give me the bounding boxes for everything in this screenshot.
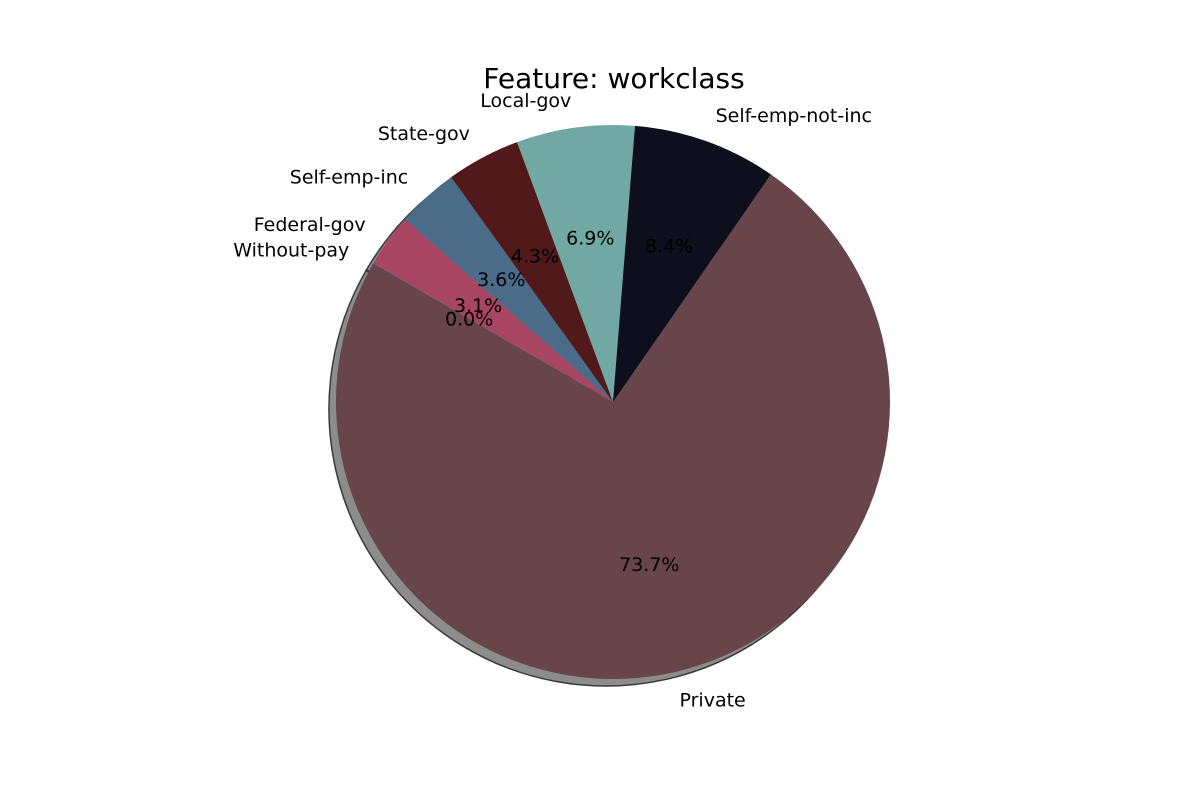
- slice-private: [335, 174, 890, 679]
- slice-label-state-gov: State-gov: [378, 123, 470, 145]
- slice-label-local-gov: Local-gov: [480, 90, 571, 112]
- slice-self-emp-inc: [404, 177, 613, 402]
- pct-label-state-gov: 4.3%: [511, 245, 559, 267]
- slice-label-self-emp-not-inc: Self-emp-not-inc: [716, 105, 872, 127]
- slice-label-self-emp-inc: Self-emp-inc: [290, 166, 408, 188]
- pct-label-federal-gov: 3.1%: [454, 295, 502, 317]
- slice-state-gov: [451, 142, 613, 402]
- pie-labels: 0.0% Without-pay 3.1% Federal-gov 3.6% Self-e…: [233, 90, 872, 711]
- pie-slices: [335, 125, 890, 679]
- slice-self-emp-not-inc: [613, 125, 772, 402]
- slice-local-gov: [517, 125, 636, 402]
- chart-title: Feature: workclass: [483, 62, 744, 95]
- pct-label-private: 73.7%: [619, 554, 679, 576]
- slice-label-private: Private: [680, 689, 746, 711]
- pct-label-self-emp-not-inc: 8.4%: [645, 236, 693, 258]
- pct-label-without-pay: 0.0%: [445, 309, 493, 331]
- pct-label-local-gov: 6.9%: [566, 227, 614, 249]
- slice-label-without-pay: Without-pay: [233, 239, 349, 261]
- slice-label-federal-gov: Federal-gov: [254, 214, 366, 236]
- slice-without-pay: [373, 262, 613, 402]
- pct-label-self-emp-inc: 3.6%: [477, 269, 525, 291]
- slice-federal-gov: [373, 219, 613, 402]
